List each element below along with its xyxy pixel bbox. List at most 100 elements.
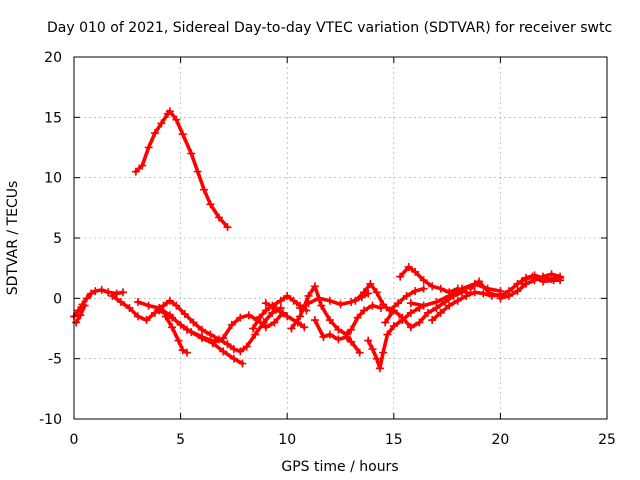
y-tick-label: 10	[44, 171, 62, 187]
series-line	[366, 306, 422, 371]
data-point	[513, 279, 522, 288]
data-point	[168, 323, 177, 332]
y-tick-label: -10	[39, 412, 62, 428]
data-point	[116, 297, 125, 306]
data-point	[155, 306, 164, 315]
data-point	[236, 347, 245, 356]
data-point	[270, 318, 279, 327]
y-tick-label: 15	[44, 110, 62, 126]
series-arc-10	[287, 282, 386, 339]
data-point	[182, 348, 191, 357]
data-point	[396, 272, 405, 281]
data-point	[268, 308, 277, 317]
data-point	[187, 149, 196, 158]
tick-layer	[73, 56, 608, 420]
grid-layer	[74, 57, 607, 419]
data-point	[112, 289, 121, 298]
x-axis-title: GPS time / hours	[281, 459, 398, 475]
data-point	[470, 288, 479, 297]
data-point	[180, 310, 189, 319]
x-tick-label: 20	[491, 432, 509, 448]
data-point	[317, 301, 326, 310]
data-point	[325, 316, 334, 325]
data-point	[144, 301, 153, 310]
data-point	[238, 359, 247, 368]
data-point	[206, 200, 215, 209]
data-point	[351, 296, 360, 305]
series-arc-13	[351, 279, 428, 315]
data-point	[411, 267, 420, 276]
data-point	[406, 323, 415, 332]
data-point	[383, 330, 392, 339]
data-point	[504, 291, 513, 300]
data-point	[419, 284, 428, 293]
tick-label-layer: 0 5 10 15 20 25 -10 -5 0 5 10 15 20	[39, 50, 616, 448]
data-point	[197, 325, 206, 334]
data-point	[398, 313, 407, 322]
data-point	[227, 320, 236, 329]
data-point	[389, 306, 398, 315]
data-point	[223, 340, 232, 349]
data-point	[283, 291, 292, 300]
data-point	[419, 276, 428, 285]
data-point	[428, 316, 437, 325]
data-point	[428, 282, 437, 291]
data-point	[119, 288, 128, 297]
data-point	[168, 313, 177, 322]
data-point	[347, 297, 356, 306]
data-point	[223, 223, 232, 232]
data-point	[272, 305, 281, 314]
data-point	[336, 300, 345, 309]
data-point	[244, 311, 253, 320]
data-point	[304, 291, 313, 300]
data-point	[261, 323, 270, 332]
data-point	[496, 294, 505, 303]
data-point	[539, 277, 548, 286]
data-point	[334, 335, 343, 344]
data-point	[528, 272, 537, 281]
data-point	[404, 262, 413, 271]
data-point	[353, 313, 362, 322]
series-layer	[70, 107, 565, 373]
data-point	[406, 299, 415, 308]
data-point	[436, 284, 445, 293]
data-point	[255, 313, 264, 322]
data-point	[219, 334, 228, 343]
data-point	[375, 364, 384, 373]
data-point	[432, 297, 441, 306]
data-point	[193, 167, 202, 176]
data-point	[445, 291, 454, 300]
y-tick-label: 5	[53, 231, 62, 247]
data-point	[182, 325, 191, 334]
data-point	[342, 332, 351, 341]
series-arc-11	[310, 316, 364, 357]
data-point	[372, 354, 381, 363]
data-point	[368, 301, 377, 310]
data-point	[419, 301, 428, 310]
data-point	[251, 330, 260, 339]
series-arc-21	[517, 272, 565, 286]
data-point	[319, 332, 328, 341]
data-point	[133, 312, 142, 321]
chart-title: Day 010 of 2021, Sidereal Day-to-day VTE…	[47, 20, 612, 36]
data-point	[466, 284, 475, 293]
data-point	[289, 296, 298, 305]
data-point	[347, 325, 356, 334]
data-point	[144, 143, 153, 152]
data-point	[453, 296, 462, 305]
data-point	[87, 289, 96, 298]
data-point	[310, 316, 319, 325]
data-point	[72, 318, 81, 327]
data-point	[276, 296, 285, 305]
data-point	[295, 312, 304, 321]
data-point	[415, 318, 424, 327]
data-point	[310, 282, 319, 291]
data-point	[91, 287, 100, 296]
data-point	[178, 130, 187, 139]
data-point	[423, 308, 432, 317]
data-point	[249, 324, 258, 333]
series-arc-20	[496, 270, 565, 303]
data-point	[172, 115, 181, 124]
data-point	[445, 301, 454, 310]
